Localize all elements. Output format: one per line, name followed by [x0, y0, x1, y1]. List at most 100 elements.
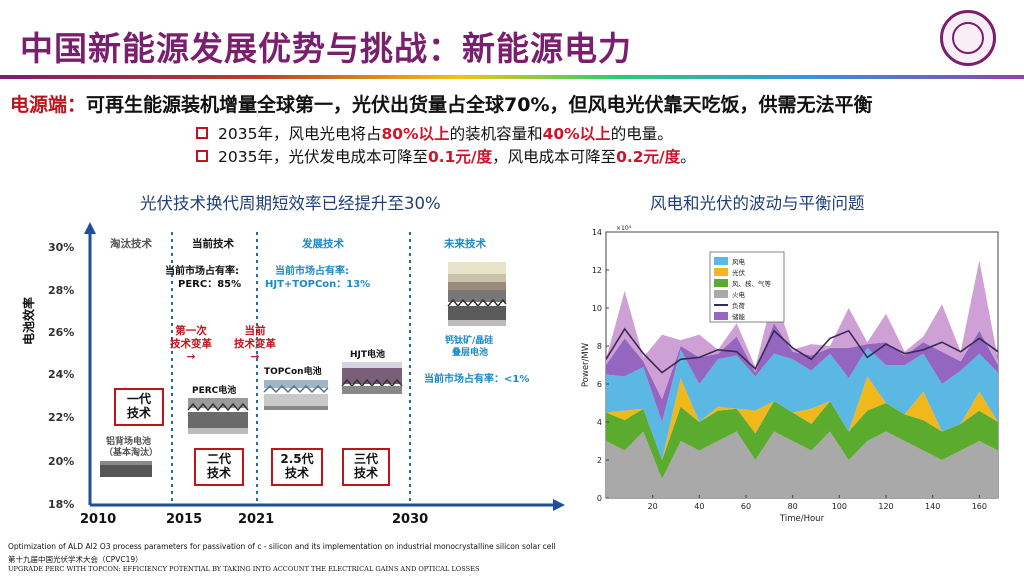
power-balance-chart: 20 40 60 80 100 120 140 160 0 2 4 6 8 10 12 14 ×10⁴ Time/…: [580, 220, 1010, 538]
gen-3-line2: 技术: [353, 466, 378, 480]
area-火电: [606, 431, 998, 498]
topcon-cell-illustration: [263, 380, 329, 410]
gen-1-box: [114, 388, 164, 426]
headline-text: 可再生能源装机增量全球第一，光伏出货量占全球70%，但风电光伏靠天吃饭，供需无法…: [86, 94, 873, 116]
y-tick-label: 6: [597, 380, 602, 389]
x-tick-label: 60: [741, 502, 751, 511]
bullet-text: 。: [680, 148, 696, 166]
gen-2-5-line1: 2.5代: [280, 452, 314, 466]
x-tick-label: 80: [788, 502, 798, 511]
y-tick-label: 12: [592, 266, 602, 275]
arrow-icon: →: [250, 351, 260, 363]
al-bsf-cell-illustration: [100, 461, 152, 477]
tandem-cell-label: 钙钛矿/晶硅: [445, 336, 494, 346]
bullet-highlight: 0.2元/度: [616, 148, 681, 166]
topcon-cell-label: TOPCon电池: [264, 367, 322, 377]
y-tick-label: 28%: [48, 284, 75, 297]
power-balance-svg: 20 40 60 80 100 120 140 160 0 2 4 6 8 10 12 14 ×10⁴ Time/…: [581, 225, 999, 524]
y-tick-label: 8: [597, 342, 602, 351]
y-tick-label: 22%: [48, 411, 75, 424]
bullet-text: 的电量。: [610, 125, 673, 143]
gen-2-line1: 二代: [206, 452, 231, 466]
al-bsf-cell-note: （基本淘汰）: [104, 448, 159, 458]
x-tick-label: 2010: [80, 512, 117, 527]
bullet-item-1: 2035年，风电光电将占 80%以上 的装机容量和 40%以上 的电量。: [196, 122, 673, 144]
current-share-value: PERC：85%: [178, 279, 242, 290]
legend-swatch: [714, 279, 728, 287]
bullet-highlight: 40%以上: [542, 125, 611, 143]
category-future: 未来技术: [444, 238, 486, 250]
dev-share-label: 当前市场占有率:: [275, 266, 349, 277]
x-axis-label: Time/Hour: [779, 514, 825, 524]
gen-2-line2: 技术: [206, 466, 231, 480]
gen-2-box: [194, 448, 244, 486]
bullet-text: 的装机容量和: [449, 125, 543, 143]
footnote-2: 第十九届中国光伏学术大会（CPVC19）: [8, 555, 143, 564]
first-change-line2: 技术变革: [170, 338, 212, 350]
bullet-highlight: 80%以上: [381, 125, 450, 143]
current-change-line2: 技术变革: [234, 338, 276, 350]
y-tick-label: 10: [592, 304, 602, 313]
footnote-1: Optimization of ALD Al2 O3 process param…: [8, 542, 556, 551]
title-gradient-rule: [0, 75, 1024, 79]
category-developing: 发展技术: [302, 238, 344, 250]
bullet-text: ，风电成本可降至: [492, 148, 617, 166]
x-axis-arrowhead: [553, 499, 565, 511]
gen-3-line1: 三代: [353, 452, 378, 466]
x-tick-label: 160: [972, 502, 987, 511]
legend-label: 风、核、气等: [732, 279, 772, 288]
y-tick-label: 24%: [48, 368, 75, 381]
university-seal-icon: [940, 10, 996, 66]
perc-cell-label: PERC电池: [192, 386, 237, 396]
legend-swatch: [714, 290, 728, 298]
slide-title: 中国新能源发展优势与挑战：新能源电力: [20, 29, 632, 68]
hjt-cell-illustration: [341, 362, 403, 394]
seal-inner-ring: [952, 22, 984, 54]
y-axis-arrowhead: [84, 222, 96, 234]
current-change-line1: 当前: [244, 325, 266, 337]
y-axis-label: Power/MW: [581, 342, 591, 387]
legend-label: 光伏: [732, 268, 746, 277]
gen-2-5-line2: 技术: [284, 466, 309, 480]
y-tick-label: 0: [597, 494, 602, 503]
y-tick-label: 20%: [48, 455, 75, 468]
y-tick-label: 18%: [48, 498, 75, 511]
current-share-label: 当前市场占有率:: [165, 266, 239, 277]
hjt-cell-label: HJT电池: [350, 350, 386, 360]
load-line: [605, 327, 999, 374]
perc-cell-illustration: [187, 398, 249, 434]
gen-1-line2: 技术: [126, 406, 151, 420]
bullet-text: 2035年，风电光电将占: [218, 125, 382, 143]
legend-label: 储能: [732, 312, 746, 321]
legend-swatch: [714, 268, 728, 276]
x-tick-label: 140: [925, 502, 940, 511]
gen-2-5-label: 2.5代 技术: [271, 452, 323, 480]
x-tick-label: 100: [832, 502, 847, 511]
footnote-3: UPGRADE PERC WITH TOPCON: EFFICIENCY POT…: [8, 565, 480, 573]
category-obsolete: 淘汰技术: [110, 238, 152, 250]
current-tech-change: 当前 技术变革 →: [228, 325, 282, 364]
bullet-highlight: 0.1元/度: [427, 148, 493, 166]
headline: 电源端：可再生能源装机增量全球第一，光伏出货量占全球70%，但风电光伏靠天吃饭，…: [10, 90, 873, 117]
x-tick-label: 20: [648, 502, 658, 511]
area-风、核、气等: [606, 401, 998, 479]
gen-2-5-box: [271, 448, 323, 486]
right-panel-title: 风电和光伏的波动与平衡问题: [650, 194, 865, 213]
y-tick-label: 14: [592, 228, 602, 237]
left-panel-title: 光伏技术换代周期短效率已经提升至30%: [140, 194, 441, 213]
gen-1-line1: 一代: [126, 392, 151, 406]
legend-label: 风电: [732, 257, 746, 266]
legend-label: 火电: [732, 290, 746, 299]
bullet-square-icon: [196, 150, 208, 162]
y-tick-label: 30%: [48, 241, 75, 254]
tandem-cell-illustration: [447, 262, 507, 326]
gen-3-label: 三代 技术: [342, 452, 390, 480]
y-tick-label: 2: [597, 456, 602, 465]
bullet-text: 2035年，光伏发电成本可降至: [218, 148, 428, 166]
x-tick-label: 2015: [166, 512, 203, 527]
future-share: 当前市场占有率：<1%: [424, 374, 530, 385]
y-tick-label: 26%: [48, 326, 75, 339]
x-tick-label: 40: [694, 502, 704, 511]
x-tick-label: 2030: [392, 512, 429, 527]
